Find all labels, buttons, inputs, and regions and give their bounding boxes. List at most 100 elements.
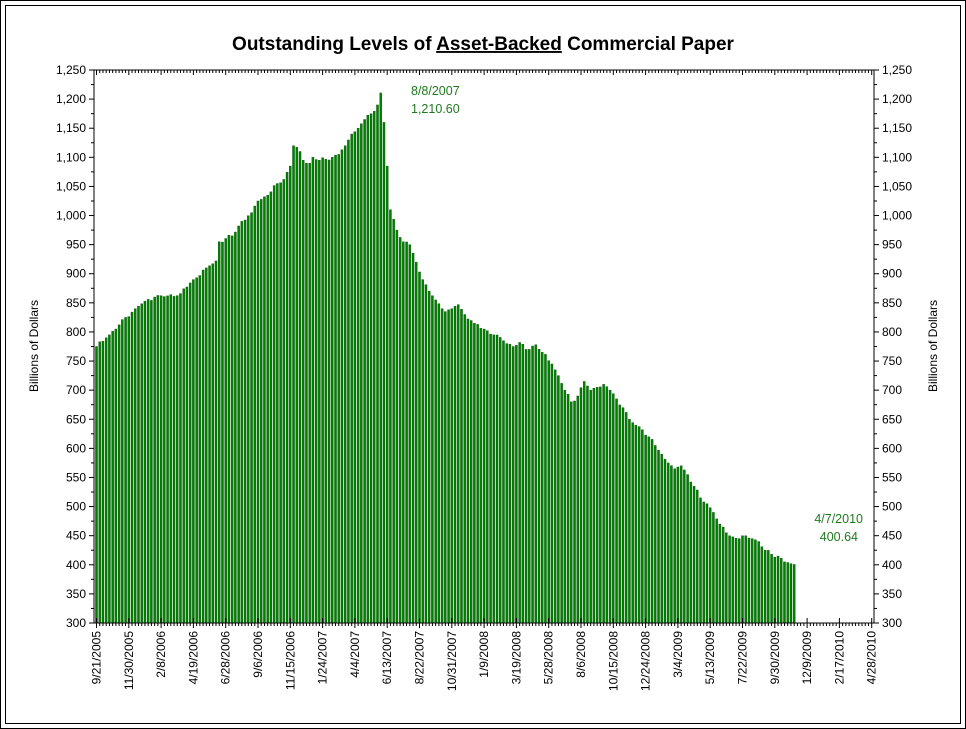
y-tick-label-right: 300 <box>882 616 902 630</box>
bar <box>692 486 696 624</box>
bar <box>169 294 173 624</box>
bar <box>550 363 554 624</box>
bar <box>166 295 169 624</box>
bar <box>776 555 780 624</box>
x-tick-label: 8/22/2007 <box>413 631 427 685</box>
bar <box>792 564 796 624</box>
bar <box>415 261 418 624</box>
bar <box>599 386 602 624</box>
chart-title: Outstanding Levels of Asset-Backed Comme… <box>232 34 735 55</box>
bar <box>453 306 457 624</box>
bar <box>311 157 315 624</box>
bar <box>783 561 786 624</box>
x-tick-label: 1/24/2007 <box>316 631 330 685</box>
bar <box>308 162 311 624</box>
bar <box>247 215 250 624</box>
bar <box>553 369 557 624</box>
x-tick-label: 11/30/2005 <box>122 631 136 690</box>
x-tick-label: 2/8/2006 <box>154 631 168 678</box>
bar <box>350 133 353 624</box>
bar <box>230 235 234 624</box>
bar <box>757 541 760 624</box>
bar <box>408 244 412 624</box>
bar <box>657 450 660 624</box>
bar <box>447 309 450 624</box>
bar <box>218 241 221 624</box>
bar <box>134 308 137 624</box>
bar <box>182 288 185 624</box>
bar <box>140 303 143 624</box>
x-tick-label: 12/24/2008 <box>639 631 653 691</box>
chart-title-prefix: Outstanding Levels of <box>232 34 436 55</box>
bar <box>592 388 596 624</box>
bar <box>786 562 789 624</box>
y-tick-label-right: 650 <box>882 412 902 426</box>
bar <box>589 389 592 624</box>
bar <box>660 454 663 624</box>
bar <box>327 159 331 624</box>
bar <box>628 419 631 624</box>
peak-date-label: 8/8/2007 <box>411 84 460 98</box>
bar <box>686 474 689 624</box>
bar <box>282 179 286 624</box>
bar <box>279 182 282 624</box>
bar <box>121 319 124 624</box>
bar <box>421 279 424 624</box>
bar <box>541 352 544 624</box>
bar <box>702 501 705 624</box>
bar <box>492 334 496 624</box>
bar <box>544 354 547 624</box>
bar <box>395 229 399 624</box>
bar <box>489 333 492 624</box>
bar <box>324 159 328 624</box>
y-tick-label-right: 1,000 <box>882 209 912 223</box>
bar <box>95 346 98 624</box>
y-tick-label-right: 850 <box>882 296 902 310</box>
bar <box>466 318 470 624</box>
bar <box>418 271 421 624</box>
bar <box>650 439 654 624</box>
x-tick-label: 7/22/2009 <box>736 631 750 685</box>
y-tick-label-right: 700 <box>882 383 902 397</box>
bar <box>676 466 680 624</box>
bar <box>518 342 521 624</box>
bar <box>198 275 202 624</box>
y-tick-label-left: 750 <box>66 354 86 368</box>
bar <box>641 429 644 624</box>
bar <box>670 465 673 624</box>
bar <box>457 304 460 624</box>
bar <box>637 426 641 624</box>
y-tick-label-left: 400 <box>66 558 86 572</box>
bar <box>780 558 783 624</box>
bar <box>108 334 111 624</box>
bar <box>508 343 512 624</box>
bar <box>411 253 415 624</box>
bar <box>98 341 101 624</box>
y-tick-label-left: 700 <box>66 383 86 397</box>
bar <box>715 518 718 624</box>
x-tick-label: 2/17/2010 <box>832 631 846 685</box>
bar <box>146 299 150 624</box>
bar <box>195 277 198 624</box>
bar <box>618 404 621 624</box>
bar <box>612 393 615 624</box>
bar <box>537 349 541 624</box>
bar <box>314 159 318 624</box>
x-tick-label: 1/9/2008 <box>477 631 491 678</box>
bar <box>731 536 735 624</box>
bar <box>156 295 160 624</box>
bar <box>741 535 744 624</box>
bar <box>476 324 479 624</box>
y-tick-label-left: 1,250 <box>56 63 86 77</box>
bar <box>188 282 192 624</box>
y-tick-label-left: 600 <box>66 441 86 455</box>
y-axis-label-right: Billions of Dollars <box>926 300 940 392</box>
bar <box>469 320 473 624</box>
y-tick-label-right: 500 <box>882 500 902 514</box>
bar <box>773 556 777 624</box>
bar <box>570 401 573 624</box>
bar <box>728 535 731 624</box>
x-tick-label: 4/4/2007 <box>348 631 362 678</box>
bar <box>663 458 667 624</box>
bar <box>172 296 176 624</box>
